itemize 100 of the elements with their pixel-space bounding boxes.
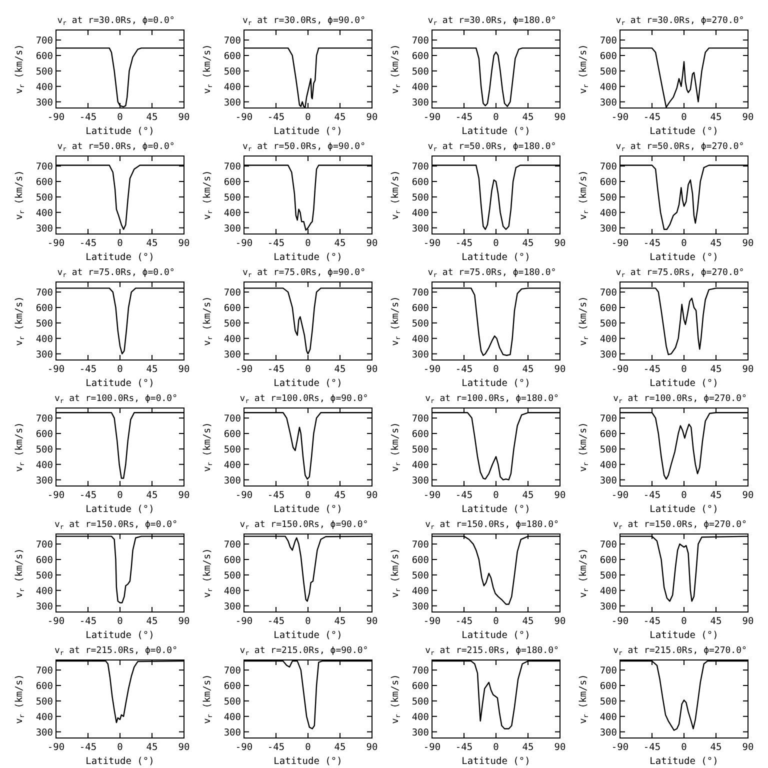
x-tick-label: 0: [305, 112, 312, 123]
y-tick-label: 700: [412, 414, 430, 425]
x-tick-label: 45: [522, 490, 534, 501]
y-tick-label: 700: [36, 162, 54, 173]
x-tick-label: 0: [493, 238, 500, 249]
y-tick-label: 300: [412, 475, 430, 486]
x-tick-label: 0: [681, 112, 688, 123]
x-tick-label: 45: [334, 238, 346, 249]
x-tick-label: -45: [455, 742, 473, 753]
y-tick-label: 400: [224, 460, 242, 471]
y-tick-label: 700: [600, 666, 618, 677]
y-tick-label: 700: [412, 162, 430, 173]
x-tick-label: -45: [267, 238, 285, 249]
x-tick-label: 0: [681, 490, 688, 501]
x-tick-label: 0: [493, 742, 500, 753]
x-tick-label: 0: [681, 616, 688, 627]
y-tick-label: 300: [36, 601, 54, 612]
x-tick-label: 0: [681, 742, 688, 753]
y-tick-label: 300: [600, 601, 618, 612]
x-axis-title: Latitude (°): [86, 252, 154, 263]
y-tick-label: 300: [224, 601, 242, 612]
y-tick-label: 400: [224, 82, 242, 93]
y-tick-label: 700: [36, 414, 54, 425]
y-tick-label: 500: [224, 570, 242, 582]
x-tick-label: 90: [178, 112, 190, 123]
y-tick-label: 700: [600, 540, 618, 551]
x-tick-label: -45: [643, 490, 661, 501]
chart-title: v$_{r}$ at r=215.0Rs, ϕ=180.0°: [425, 646, 559, 657]
x-axis-title: Latitude (°): [650, 504, 718, 515]
chart-title: v$_{r}$ at r=100.0Rs, ϕ=270.0°: [613, 394, 747, 405]
x-tick-label: 90: [178, 616, 190, 627]
x-tick-label: -45: [79, 112, 97, 123]
chart-title: v$_{r}$ at r=75.0Rs, ϕ=90.0°: [242, 268, 366, 279]
x-tick-label: 90: [742, 364, 754, 375]
y-tick-label: 400: [224, 208, 242, 219]
x-tick-label: 90: [742, 238, 754, 249]
x-axis-title: Latitude (°): [274, 252, 342, 263]
y-tick-label: 300: [412, 223, 430, 234]
x-tick-label: -90: [235, 616, 253, 627]
x-tick-label: -90: [235, 112, 253, 123]
x-tick-label: -90: [611, 616, 629, 627]
x-tick-label: 90: [178, 364, 190, 375]
y-tick-label: 600: [36, 302, 54, 314]
y-tick-label: 300: [412, 97, 430, 108]
x-tick-label: 90: [554, 238, 566, 249]
y-tick-label: 500: [600, 66, 618, 78]
y-tick-label: 400: [224, 712, 242, 723]
y-tick-label: 600: [36, 554, 54, 566]
y-tick-label: 600: [412, 302, 430, 314]
x-axis-title: Latitude (°): [274, 756, 342, 767]
y-tick-label: 700: [600, 162, 618, 173]
x-tick-label: 45: [522, 112, 534, 123]
x-tick-label: 0: [305, 742, 312, 753]
y-tick-label: 400: [36, 586, 54, 597]
chart-title: v$_{r}$ at r=100.0Rs, ϕ=0.0°: [54, 394, 178, 405]
x-tick-label: -45: [455, 616, 473, 627]
y-tick-label: 500: [36, 444, 54, 456]
y-tick-label: 600: [224, 302, 242, 314]
y-tick-label: 600: [36, 50, 54, 62]
y-tick-label: 600: [36, 176, 54, 188]
x-tick-label: 0: [117, 364, 124, 375]
x-tick-label: 45: [710, 112, 722, 123]
y-tick-label: 700: [224, 36, 242, 47]
chart-title: v$_{r}$ at r=50.0Rs, ϕ=0.0°: [57, 142, 175, 153]
x-tick-label: 90: [366, 490, 378, 501]
chart-title: v$_{r}$ at r=50.0Rs, ϕ=180.0°: [428, 142, 556, 153]
x-axis-title: Latitude (°): [650, 378, 718, 389]
x-axis-title: Latitude (°): [274, 630, 342, 641]
x-tick-label: -45: [643, 742, 661, 753]
y-tick-label: 400: [600, 460, 618, 471]
x-tick-label: 0: [493, 490, 500, 501]
y-tick-label: 300: [224, 223, 242, 234]
y-tick-label: 700: [36, 36, 54, 47]
x-tick-label: 90: [742, 742, 754, 753]
chart-title: v$_{r}$ at r=30.0Rs, ϕ=0.0°: [57, 16, 175, 27]
y-tick-label: 700: [600, 36, 618, 47]
x-tick-label: -90: [47, 364, 65, 375]
y-tick-label: 400: [36, 208, 54, 219]
y-tick-label: 500: [36, 66, 54, 78]
y-tick-label: 400: [36, 334, 54, 345]
y-tick-label: 400: [224, 334, 242, 345]
x-tick-label: -90: [423, 112, 441, 123]
x-tick-label: 0: [681, 238, 688, 249]
y-tick-label: 300: [224, 349, 242, 360]
y-tick-label: 300: [600, 97, 618, 108]
x-tick-label: 0: [305, 364, 312, 375]
x-tick-label: -45: [79, 364, 97, 375]
x-tick-label: -45: [643, 238, 661, 249]
y-tick-label: 500: [412, 318, 430, 330]
x-tick-label: 90: [366, 616, 378, 627]
y-tick-label: 700: [600, 288, 618, 299]
x-tick-label: -90: [235, 364, 253, 375]
x-tick-label: 0: [117, 742, 124, 753]
x-tick-label: -90: [47, 742, 65, 753]
x-tick-label: 90: [554, 364, 566, 375]
x-tick-label: -45: [643, 616, 661, 627]
y-tick-label: 500: [224, 444, 242, 456]
x-tick-label: -90: [611, 742, 629, 753]
x-tick-label: 45: [710, 238, 722, 249]
y-tick-label: 700: [36, 666, 54, 677]
